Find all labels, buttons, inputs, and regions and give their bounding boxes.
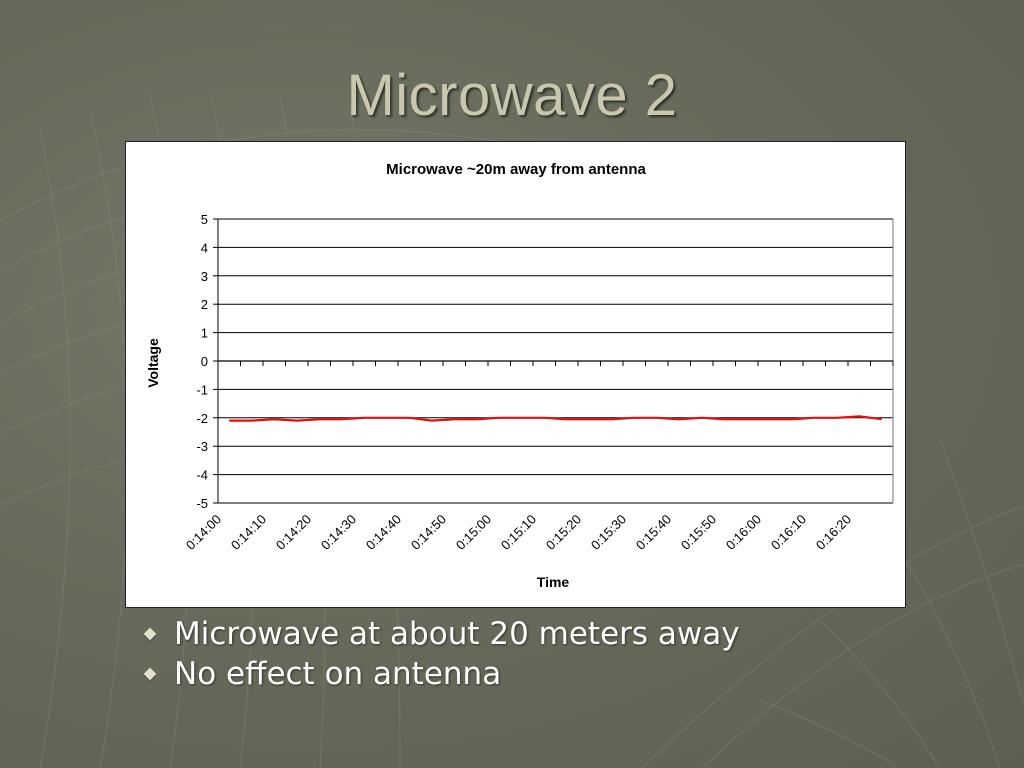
x-tick-label: 0:14:40 (363, 512, 404, 553)
x-tick-label: 0:15:20 (543, 512, 584, 553)
x-tick-label: 0:16:20 (813, 512, 854, 553)
y-tick-label: -3 (196, 439, 208, 454)
axes (213, 218, 894, 504)
x-tick-label: 0:14:20 (273, 512, 314, 553)
x-tick-label: 0:14:10 (228, 512, 269, 553)
y-tick-label: -5 (196, 496, 208, 511)
y-tick-label: -4 (196, 468, 208, 483)
x-tick-label: 0:14:00 (183, 512, 224, 553)
x-tick-label: 0:14:50 (408, 512, 449, 553)
x-tick-label: 0:14:30 (318, 512, 359, 553)
y-tick-label: -1 (196, 382, 208, 397)
y-tick-label: -2 (196, 411, 208, 426)
slide-title: Microwave 2 (346, 63, 678, 128)
bullet-list: Microwave at about 20 meters away No eff… (140, 614, 740, 694)
x-axis-label: Time (537, 574, 570, 590)
bullet-text: Microwave at about 20 meters away (174, 616, 740, 652)
y-tick-label: 0 (201, 354, 208, 369)
diamond-bullet-icon (143, 627, 157, 641)
y-tick-label: 5 (201, 212, 208, 227)
series-layer (229, 415, 882, 422)
x-tick-label: 0:15:10 (498, 512, 539, 553)
chart-title: Microwave ~20m away from antenna (386, 161, 646, 178)
diamond-bullet-icon (143, 667, 157, 681)
y-tick-label: 2 (201, 297, 208, 312)
y-tick-label: 4 (201, 240, 208, 255)
bullet-text: No effect on antenna (174, 656, 502, 692)
x-tick-label: 0:15:00 (453, 512, 494, 553)
y-axis-label: Voltage (145, 338, 161, 388)
x-tick-label: 0:16:10 (768, 512, 809, 553)
y-tick-label: 3 (201, 269, 208, 284)
x-tick-label: 0:15:50 (678, 512, 719, 553)
series-line (229, 415, 882, 422)
chart-container: 5 4 3 2 1 0 -1 -2 -3 -4 -5 0:14:00 0:14:10 0:14:20 0:1… (125, 141, 906, 608)
bullet-item: No effect on antenna (140, 654, 740, 694)
y-tick-label: 1 (201, 326, 208, 341)
x-tick-label: 0:15:30 (588, 512, 629, 553)
x-tick-label: 0:15:40 (633, 512, 674, 553)
x-tick-label: 0:16:00 (723, 512, 764, 553)
bullet-item: Microwave at about 20 meters away (140, 614, 740, 654)
